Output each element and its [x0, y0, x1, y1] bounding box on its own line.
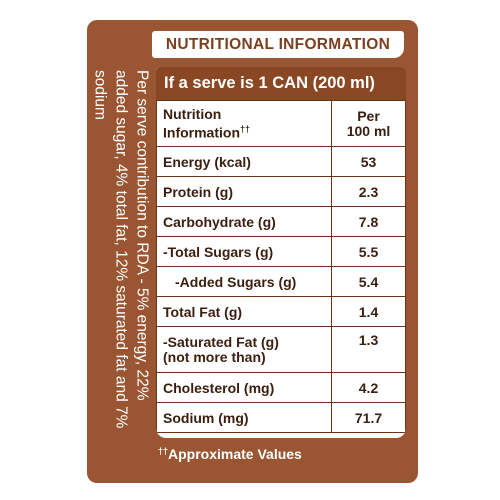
- row-label: Sodium (mg): [156, 402, 332, 433]
- table-row: -Saturated Fat (g) (not more than) 1.3: [156, 326, 406, 373]
- row-value: 4.2: [331, 372, 406, 403]
- footnote: ††Approximate Values: [158, 446, 302, 462]
- column-header-value: Per 100 ml: [331, 100, 406, 147]
- table-row: Cholesterol (mg) 4.2: [156, 372, 406, 403]
- table-row: Sodium (mg) 71.7: [156, 402, 406, 433]
- footnote-text: Approximate Values: [168, 446, 302, 462]
- row-value: 71.7: [331, 402, 406, 433]
- row-value: 1.3: [331, 326, 406, 373]
- row-label: -Total Sugars (g): [156, 236, 332, 267]
- nutrition-grid: Nutrition Information†† Per 100 ml Energ…: [156, 100, 406, 433]
- footnote-mark: ††: [158, 446, 169, 456]
- row-value: 2.3: [331, 176, 406, 207]
- row-value: 7.8: [331, 206, 406, 237]
- row-label: Total Fat (g): [156, 296, 332, 327]
- row-label: Cholesterol (mg): [156, 372, 332, 403]
- rda-side-note: Per serve contribution to RDA - 5% energ…: [91, 70, 151, 438]
- table-row: Energy (kcal) 53: [156, 146, 406, 177]
- row-value: 5.5: [331, 236, 406, 267]
- table-row: Protein (g) 2.3: [156, 176, 406, 207]
- rda-side-note-text: Per serve contribution to RDA - 5% energ…: [91, 70, 151, 429]
- table-row: Carbohydrate (g) 7.8: [156, 206, 406, 237]
- panel-title: NUTRITIONAL INFORMATION: [165, 35, 391, 53]
- row-label: Energy (kcal): [156, 146, 332, 177]
- column-header-label: Nutrition Information††: [156, 100, 332, 147]
- table-row: -Total Sugars (g) 5.5: [156, 236, 406, 267]
- table-row: -Added Sugars (g) 5.4: [156, 266, 406, 297]
- row-label: Carbohydrate (g): [156, 206, 332, 237]
- title-banner: NUTRITIONAL INFORMATION: [152, 31, 404, 58]
- nutrition-table: If a serve is 1 CAN (200 ml) Nutrition I…: [156, 67, 406, 438]
- row-label: -Saturated Fat (g) (not more than): [156, 326, 332, 373]
- row-label: Protein (g): [156, 176, 332, 207]
- row-label: -Added Sugars (g): [156, 266, 332, 297]
- table-row: Total Fat (g) 1.4: [156, 296, 406, 327]
- row-value: 53: [331, 146, 406, 177]
- row-value: 5.4: [331, 266, 406, 297]
- table-header-row: Nutrition Information†† Per 100 ml: [156, 100, 406, 147]
- row-value: 1.4: [331, 296, 406, 327]
- serve-size-header: If a serve is 1 CAN (200 ml): [156, 67, 406, 100]
